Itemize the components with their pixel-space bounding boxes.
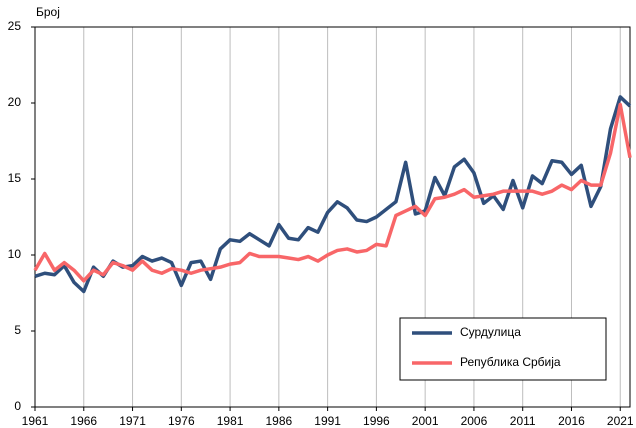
x-tick-label: 1991 [314, 414, 341, 428]
legend-box [399, 317, 607, 381]
x-tick-label: 2011 [510, 414, 536, 428]
x-tick-label: 2006 [461, 414, 488, 428]
x-tick-label: 1971 [119, 414, 146, 428]
x-tick-label: 2016 [558, 414, 585, 428]
legend-label: Сурдулица [460, 325, 521, 339]
x-tick-label: 2021 [607, 414, 634, 428]
y-tick-label: 0 [14, 399, 21, 413]
x-tick-label: 1996 [363, 414, 390, 428]
x-tick-label: 1981 [217, 414, 244, 428]
x-tick-label: 1966 [70, 414, 97, 428]
y-tick-label: 5 [14, 323, 21, 337]
y-tick-label: 15 [8, 171, 22, 185]
x-tick-label: 2001 [412, 414, 439, 428]
line-series [34, 95, 632, 294]
y-tick-label: 20 [8, 95, 22, 109]
y-axis-label: Број [36, 5, 60, 19]
legend-label: Република Србија [460, 355, 561, 369]
x-tick-label: 1961 [22, 414, 49, 428]
y-tick-label: 10 [8, 247, 22, 261]
y-tick-label: 25 [8, 19, 22, 33]
x-tick-label: 1986 [266, 414, 293, 428]
line-series [33, 102, 632, 283]
x-tick-label: 1976 [168, 414, 195, 428]
plot-frame [34, 26, 631, 408]
